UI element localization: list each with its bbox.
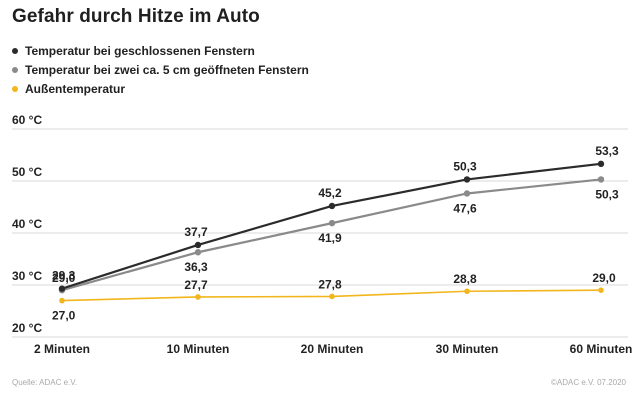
legend-item-closed-windows: Temperatur bei geschlossenen Fenstern: [12, 42, 309, 61]
source-note: Quelle: ADAC e.V.: [12, 378, 78, 387]
data-point: [194, 249, 202, 256]
y-tick-label: 60 °C: [12, 113, 42, 127]
data-label: 50,3: [595, 187, 619, 201]
data-point: [328, 219, 336, 227]
x-tick-label: 20 Minuten: [301, 342, 364, 356]
legend-marker-closed-windows: [12, 47, 18, 54]
data-label: 29,0: [592, 271, 616, 285]
data-point: [195, 294, 201, 300]
legend-marker-open-windows: [12, 66, 18, 73]
data-point: [328, 202, 336, 210]
data-label: 41,9: [318, 231, 342, 245]
data-point: [598, 287, 604, 294]
data-label: 50,3: [453, 159, 477, 173]
legend-marker-outside-temperature: [12, 85, 18, 92]
data-point: [194, 241, 202, 249]
data-point: [58, 285, 66, 292]
y-tick-label: 50 °C: [12, 165, 42, 179]
legend-label-outside-temperature: Außentemperatur: [25, 82, 126, 96]
x-tick-label: 60 Minuten: [570, 342, 633, 356]
legend-label-closed-windows: Temperatur bei geschlossenen Fenstern: [25, 44, 255, 58]
data-label: 36,3: [184, 260, 208, 274]
data-label: 29,0: [52, 271, 76, 285]
x-tick-label: 2 Minuten: [34, 342, 90, 356]
y-tick-label: 30 °C: [12, 269, 42, 283]
legend: Temperatur bei geschlossenen Fenstern Te…: [12, 42, 309, 99]
data-point: [597, 176, 605, 183]
x-tick-label: 30 Minuten: [436, 342, 499, 356]
data-point: [463, 190, 471, 197]
copyright-note: ©ADAC e.V. 07.2020: [551, 378, 626, 387]
data-label: 37,7: [184, 225, 208, 239]
y-tick-label: 40 °C: [12, 217, 42, 231]
y-tick-label: 20 °C: [12, 321, 42, 335]
data-label: 27,8: [318, 277, 342, 291]
data-label: 53,3: [595, 144, 619, 158]
legend-item-open-windows: Temperatur bei zwei ca. 5 cm geöffneten …: [12, 61, 309, 80]
data-point: [597, 160, 605, 168]
data-label: 28,8: [453, 272, 477, 286]
x-tick-label: 10 Minuten: [167, 342, 230, 356]
data-point: [464, 288, 470, 295]
data-label: 47,6: [453, 201, 477, 215]
data-label: 27,7: [184, 278, 208, 292]
legend-item-outside-temperature: Außentemperatur: [12, 80, 309, 99]
legend-label-open-windows: Temperatur bei zwei ca. 5 cm geöffneten …: [25, 63, 309, 77]
data-label: 29,3: [52, 269, 76, 283]
data-point: [463, 176, 471, 183]
data-label: 27,0: [52, 309, 76, 323]
data-point: [329, 293, 335, 300]
data-point: [59, 297, 65, 304]
chart-title: Gefahr durch Hitze im Auto: [12, 6, 260, 27]
data-label: 45,2: [318, 186, 342, 200]
